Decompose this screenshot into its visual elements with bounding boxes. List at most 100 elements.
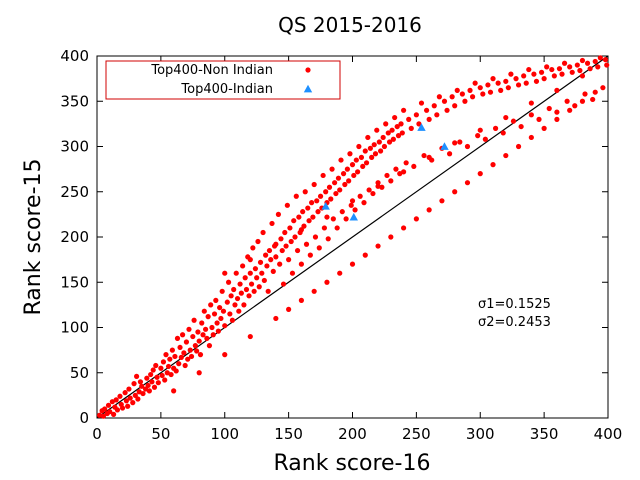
- data-point-non-indian: [337, 187, 343, 193]
- data-point-non-indian: [178, 354, 184, 360]
- data-point-non-indian: [403, 160, 409, 166]
- data-point-non-indian: [174, 335, 181, 341]
- data-point-non-indian: [314, 198, 320, 204]
- data-point-non-indian: [307, 252, 313, 258]
- data-point-non-indian: [256, 284, 262, 290]
- data-point-non-indian: [395, 133, 402, 139]
- data-point-non-indian: [360, 163, 366, 170]
- x-tick-label: 250: [402, 425, 431, 443]
- data-point-non-indian: [452, 140, 458, 146]
- data-point-non-indian: [510, 118, 517, 124]
- data-point-non-indian: [266, 247, 273, 254]
- data-point-non-indian: [151, 384, 158, 390]
- data-point-non-indian: [277, 261, 283, 267]
- y-tick-label: 150: [60, 273, 89, 291]
- data-point-non-indian: [383, 121, 389, 127]
- data-point-non-indian: [171, 388, 177, 394]
- data-point-non-indian: [228, 293, 234, 299]
- data-point-non-indian: [231, 286, 237, 293]
- data-point-non-indian: [232, 302, 238, 308]
- data-point-non-indian: [426, 116, 432, 122]
- data-point-non-indian: [119, 405, 126, 411]
- data-point-non-indian: [273, 254, 279, 260]
- data-point-non-indian: [293, 193, 299, 199]
- data-point-non-indian: [261, 277, 267, 284]
- y-tick-label: 300: [60, 138, 89, 156]
- data-point-non-indian: [270, 268, 276, 274]
- data-point-non-indian: [582, 91, 588, 97]
- data-point-non-indian: [222, 352, 228, 358]
- data-point-indian: [349, 212, 358, 221]
- data-point-non-indian: [351, 172, 357, 179]
- data-point-non-indian: [209, 324, 215, 331]
- data-point-non-indian: [300, 209, 306, 215]
- data-point-non-indian: [201, 308, 207, 314]
- data-point-non-indian: [355, 169, 361, 175]
- data-point-non-indian: [423, 107, 430, 113]
- data-point-non-indian: [240, 263, 246, 269]
- data-point-non-indian: [144, 375, 150, 381]
- data-point-non-indian: [287, 225, 293, 231]
- x-tick-label: 50: [151, 425, 170, 443]
- data-point-non-indian: [146, 388, 152, 394]
- data-point-non-indian: [335, 175, 342, 181]
- data-point-non-indian: [579, 73, 586, 79]
- data-point-non-indian: [408, 125, 414, 131]
- data-point-non-indian: [600, 85, 606, 91]
- data-point-non-indian: [597, 55, 603, 61]
- data-point-non-indian: [551, 73, 557, 79]
- data-point-non-indian: [370, 190, 376, 197]
- data-point-non-indian: [114, 407, 121, 413]
- data-point-non-indian: [183, 339, 190, 345]
- data-point-non-indian: [508, 71, 514, 77]
- data-point-non-indian: [311, 181, 317, 188]
- data-point-non-indian: [294, 247, 301, 254]
- data-point-non-indian: [122, 390, 128, 396]
- data-point-non-indian: [315, 209, 321, 215]
- data-point-non-indian: [357, 193, 363, 199]
- y-tick-label: 400: [60, 47, 89, 65]
- data-point-non-indian: [167, 356, 173, 362]
- x-tick-label: 350: [530, 425, 559, 443]
- y-tick-label: 350: [60, 92, 89, 110]
- data-point-non-indian: [145, 382, 151, 389]
- data-point-non-indian: [263, 252, 269, 258]
- data-point-non-indian: [521, 73, 527, 79]
- data-point-non-indian: [257, 259, 264, 265]
- legend-marker-point-indian: [303, 84, 313, 93]
- data-point-non-indian: [393, 166, 399, 172]
- data-point-non-indian: [202, 326, 209, 332]
- data-point-non-indian: [482, 136, 488, 142]
- data-point-non-indian: [210, 332, 216, 338]
- data-point-non-indian: [111, 411, 117, 417]
- data-point-non-indian: [131, 381, 137, 387]
- data-point-non-indian: [349, 198, 356, 204]
- data-point-non-indian: [418, 100, 425, 106]
- data-point-non-indian: [554, 109, 560, 115]
- data-point-non-indian: [251, 288, 257, 294]
- data-point-non-indian: [238, 290, 244, 296]
- data-point-non-indian: [406, 116, 412, 122]
- data-point-non-indian: [247, 270, 253, 276]
- data-point-non-indian: [413, 216, 419, 222]
- data-point-non-indian: [182, 362, 188, 369]
- data-point-non-indian: [518, 123, 524, 130]
- data-point-non-indian: [162, 377, 168, 383]
- data-point-non-indian: [280, 281, 287, 287]
- data-point-non-indian: [533, 78, 540, 84]
- data-point-non-indian: [211, 311, 218, 317]
- data-point-non-indian: [399, 130, 405, 136]
- data-point-non-indian: [247, 257, 253, 263]
- data-point-non-indian: [286, 306, 292, 312]
- data-point-non-indian: [421, 152, 427, 159]
- data-point-non-indian: [248, 281, 255, 287]
- data-point-non-indian: [477, 85, 483, 91]
- data-point-non-indian: [503, 152, 509, 159]
- data-point-non-indian: [343, 216, 349, 222]
- data-point-non-indian: [446, 151, 453, 157]
- data-point-non-indian: [237, 281, 243, 287]
- data-point-non-indian: [541, 125, 547, 131]
- data-point-non-indian: [362, 148, 368, 154]
- data-point-non-indian: [337, 270, 343, 276]
- data-point-non-indian: [214, 320, 220, 326]
